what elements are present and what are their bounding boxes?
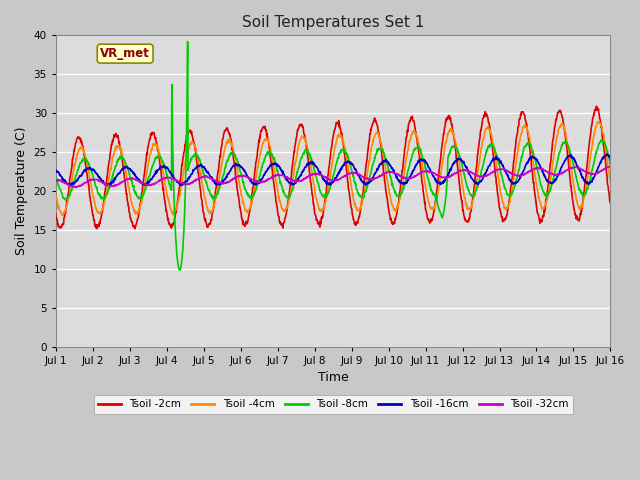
Y-axis label: Soil Temperature (C): Soil Temperature (C) xyxy=(15,127,28,255)
Legend: Tsoil -2cm, Tsoil -4cm, Tsoil -8cm, Tsoil -16cm, Tsoil -32cm: Tsoil -2cm, Tsoil -4cm, Tsoil -8cm, Tsoi… xyxy=(93,396,573,414)
X-axis label: Time: Time xyxy=(318,371,349,384)
Text: VR_met: VR_met xyxy=(100,47,150,60)
Title: Soil Temperatures Set 1: Soil Temperatures Set 1 xyxy=(242,15,424,30)
